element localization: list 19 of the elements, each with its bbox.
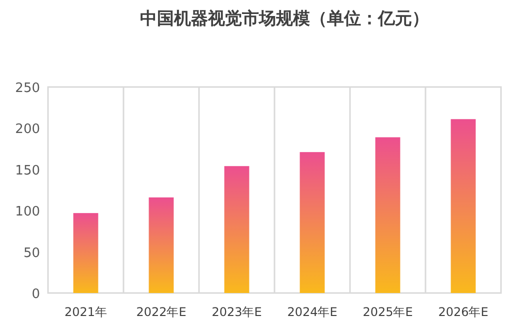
bar	[375, 137, 400, 293]
y-tick-label: 200	[15, 122, 40, 138]
bar	[224, 166, 250, 293]
bar	[450, 119, 476, 293]
x-tick-label: 2022年E	[136, 305, 186, 319]
y-tick-label: 250	[15, 81, 40, 96]
y-tick-label: 0	[32, 287, 40, 302]
bar	[73, 213, 98, 293]
y-tick-label: 100	[15, 204, 40, 220]
x-tick-label: 2025年E	[362, 305, 413, 319]
x-tick-label: 2026年E	[438, 305, 488, 319]
bar	[300, 152, 325, 293]
x-tick-label: 2023年E	[212, 305, 262, 319]
x-tick-label: 2024年E	[287, 305, 338, 319]
chart-title: 中国机器视觉市场规模（单位：亿元）	[140, 9, 429, 29]
y-tick-label: 50	[23, 246, 40, 261]
bar	[148, 197, 174, 293]
x-tick-label: 2021年	[64, 305, 108, 319]
y-tick-label: 150	[15, 163, 40, 178]
